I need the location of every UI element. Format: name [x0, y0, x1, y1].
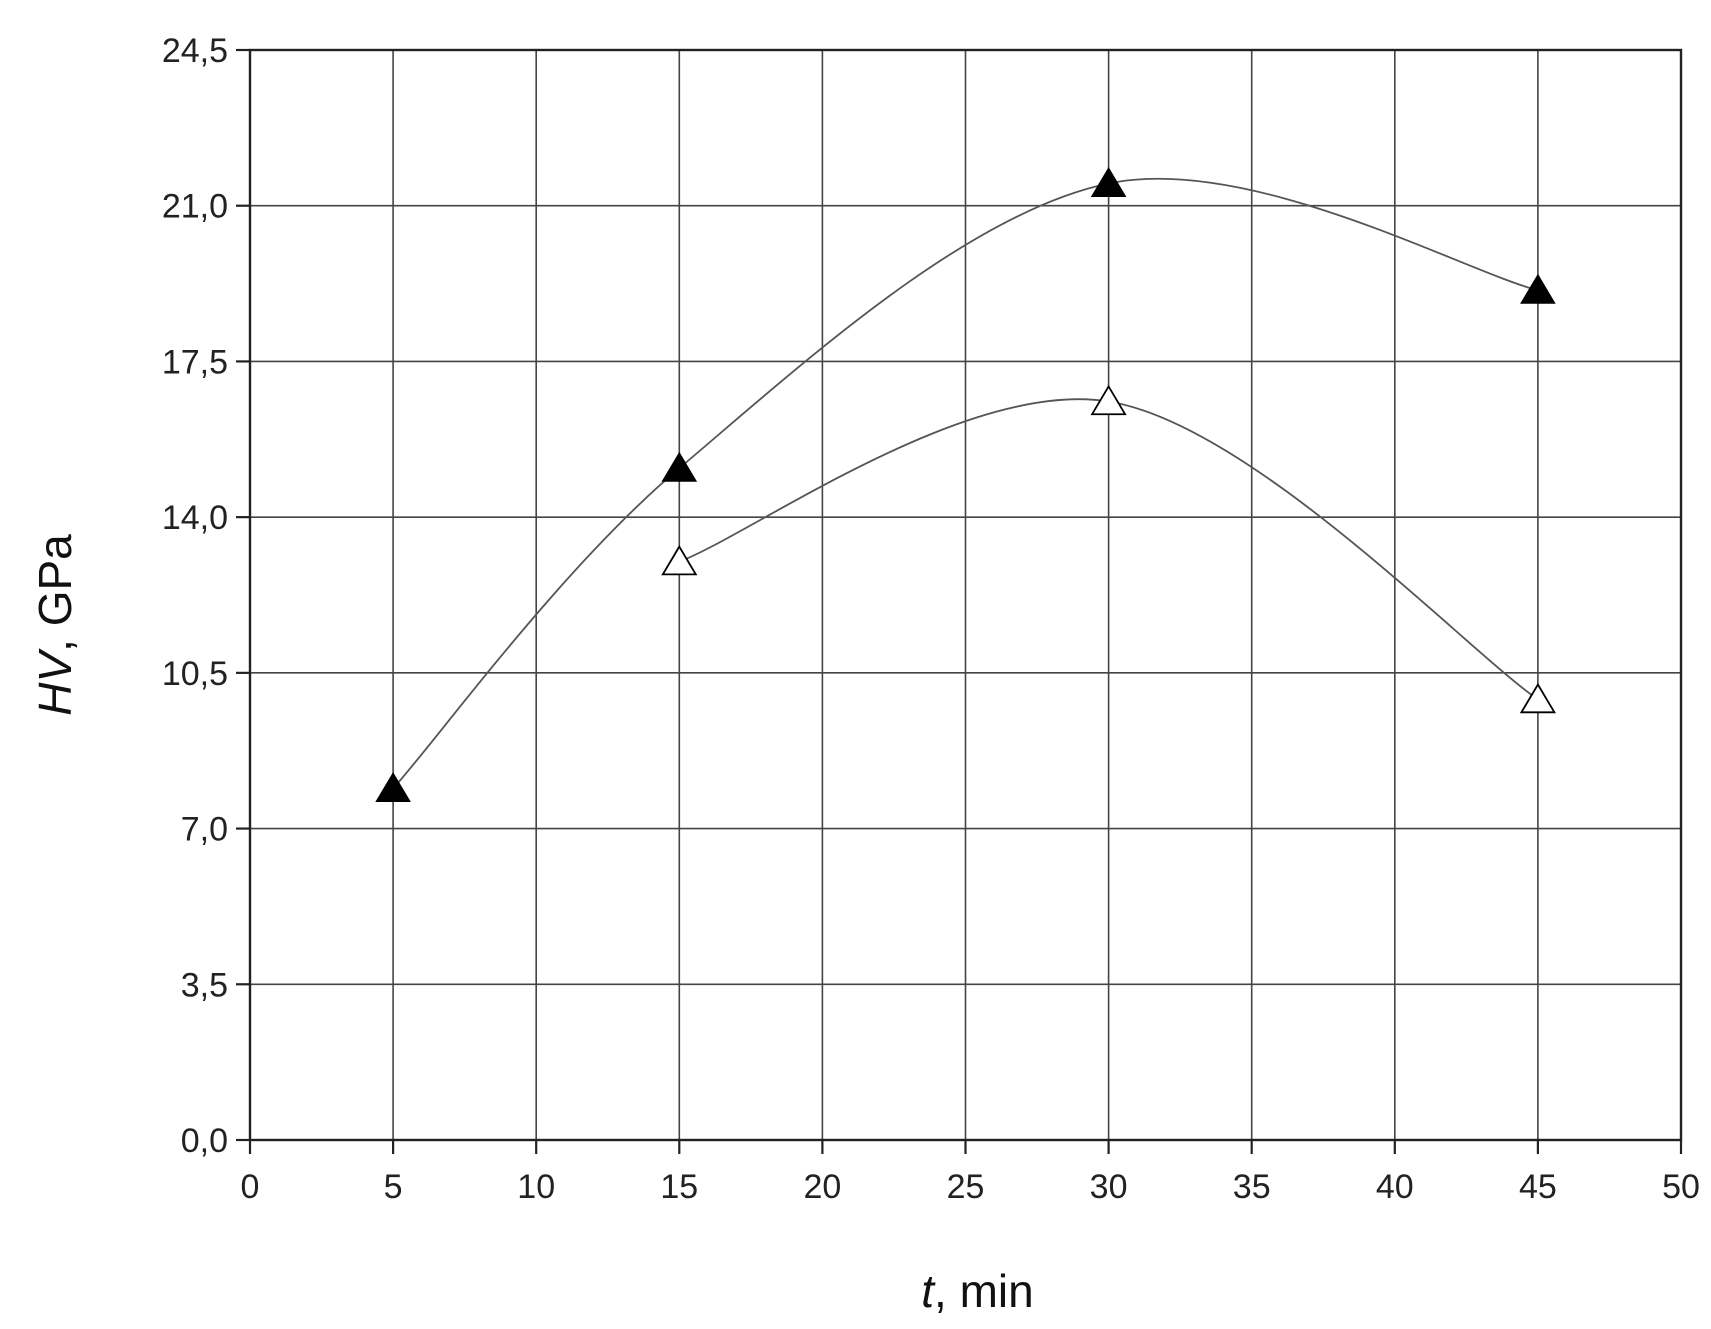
x-axis-variable: t	[921, 1265, 936, 1317]
series-2-point	[1519, 682, 1556, 714]
y-tick-label: 24,5	[162, 32, 228, 70]
x-tick-label: 25	[947, 1168, 985, 1206]
x-tick-label: 40	[1376, 1168, 1414, 1206]
series-1-point	[375, 772, 411, 803]
series-1-point	[1520, 273, 1556, 304]
y-tick-label: 3,5	[181, 966, 228, 1004]
y-tick-label: 14,0	[162, 499, 228, 537]
grid-lines	[250, 50, 1681, 1140]
x-tick-label: 20	[803, 1168, 841, 1206]
series-2-point	[1090, 384, 1127, 416]
series-markers	[375, 167, 1556, 803]
x-axis-title: t, min	[921, 1265, 1033, 1317]
x-axis-unit: , min	[934, 1265, 1034, 1317]
y-tick-label: 10,5	[162, 655, 228, 693]
y-tick-label: 0,0	[181, 1122, 228, 1160]
x-tick-label: 5	[384, 1168, 403, 1206]
y-axis-title: HV, GPa	[29, 534, 81, 716]
x-tick-label: 30	[1090, 1168, 1128, 1206]
x-tick-label: 35	[1233, 1168, 1271, 1206]
y-tick-label: 21,0	[162, 188, 228, 226]
tick-marks	[236, 48, 1683, 1154]
x-tick-label: 15	[660, 1168, 698, 1206]
series-1-point	[1090, 167, 1127, 197]
y-tick-label: 7,0	[181, 811, 228, 849]
x-tick-label: 50	[1662, 1168, 1700, 1206]
x-tick-label: 10	[517, 1168, 555, 1206]
x-tick-label: 0	[241, 1168, 260, 1206]
y-tick-labels: 0,0 3,5 7,0 10,5 14,0 17,5 21,0 24,5	[162, 32, 228, 1160]
y-axis-variable: HV	[29, 648, 81, 716]
series-2-point	[661, 544, 698, 576]
series-1-curve	[392, 177, 1539, 790]
y-axis-unit: , GPa	[29, 534, 81, 652]
y-tick-label: 17,5	[162, 343, 228, 381]
series-1-point	[661, 451, 698, 482]
x-tick-label: 45	[1519, 1168, 1557, 1206]
x-tick-labels: 0 5 10 15 20 25 30 35 40 45 50	[241, 1168, 1700, 1206]
